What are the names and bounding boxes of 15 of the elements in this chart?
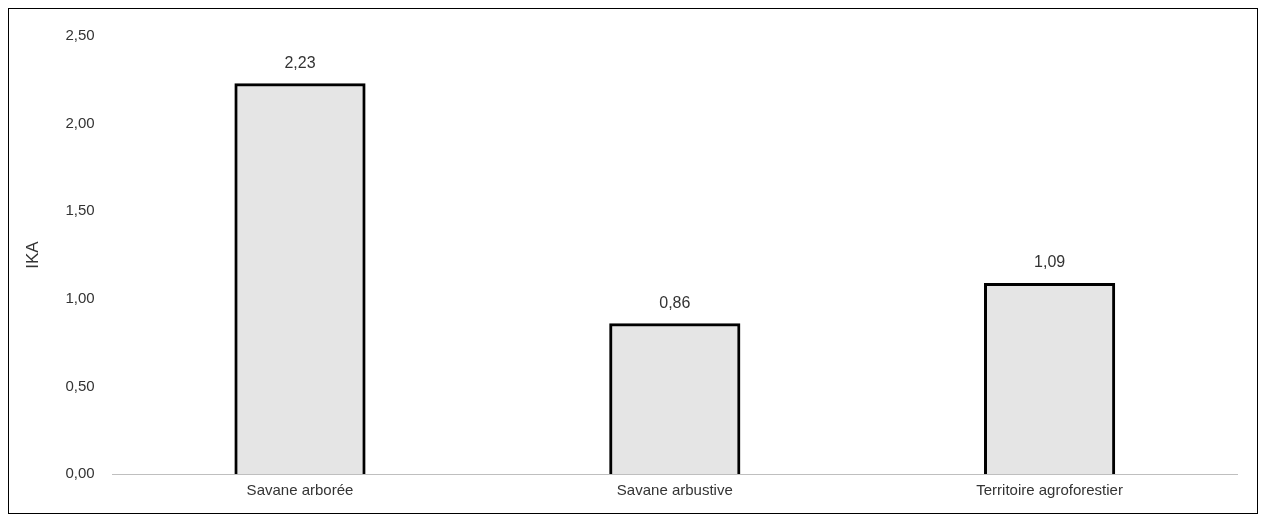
y-tick-label: 2,00 bbox=[65, 113, 95, 131]
y-tick-label: 0,00 bbox=[65, 464, 95, 482]
y-tick-label: 2,50 bbox=[65, 26, 95, 44]
x-tick-label: Savane arbustive bbox=[616, 481, 733, 499]
data-label: 1,09 bbox=[1034, 253, 1066, 271]
x-tick-label: Savane arborée bbox=[246, 481, 354, 499]
data-label: 2,23 bbox=[284, 53, 316, 71]
y-tick-label: 0,50 bbox=[65, 376, 95, 394]
bar bbox=[984, 283, 1116, 474]
data-label: 0,86 bbox=[659, 293, 691, 311]
bar bbox=[609, 323, 741, 474]
y-axis-title: IKA bbox=[22, 240, 42, 269]
y-tick-label: 1,50 bbox=[65, 201, 95, 219]
x-tick-label: Territoire agroforestier bbox=[976, 481, 1123, 499]
y-tick-label: 1,00 bbox=[65, 288, 95, 306]
